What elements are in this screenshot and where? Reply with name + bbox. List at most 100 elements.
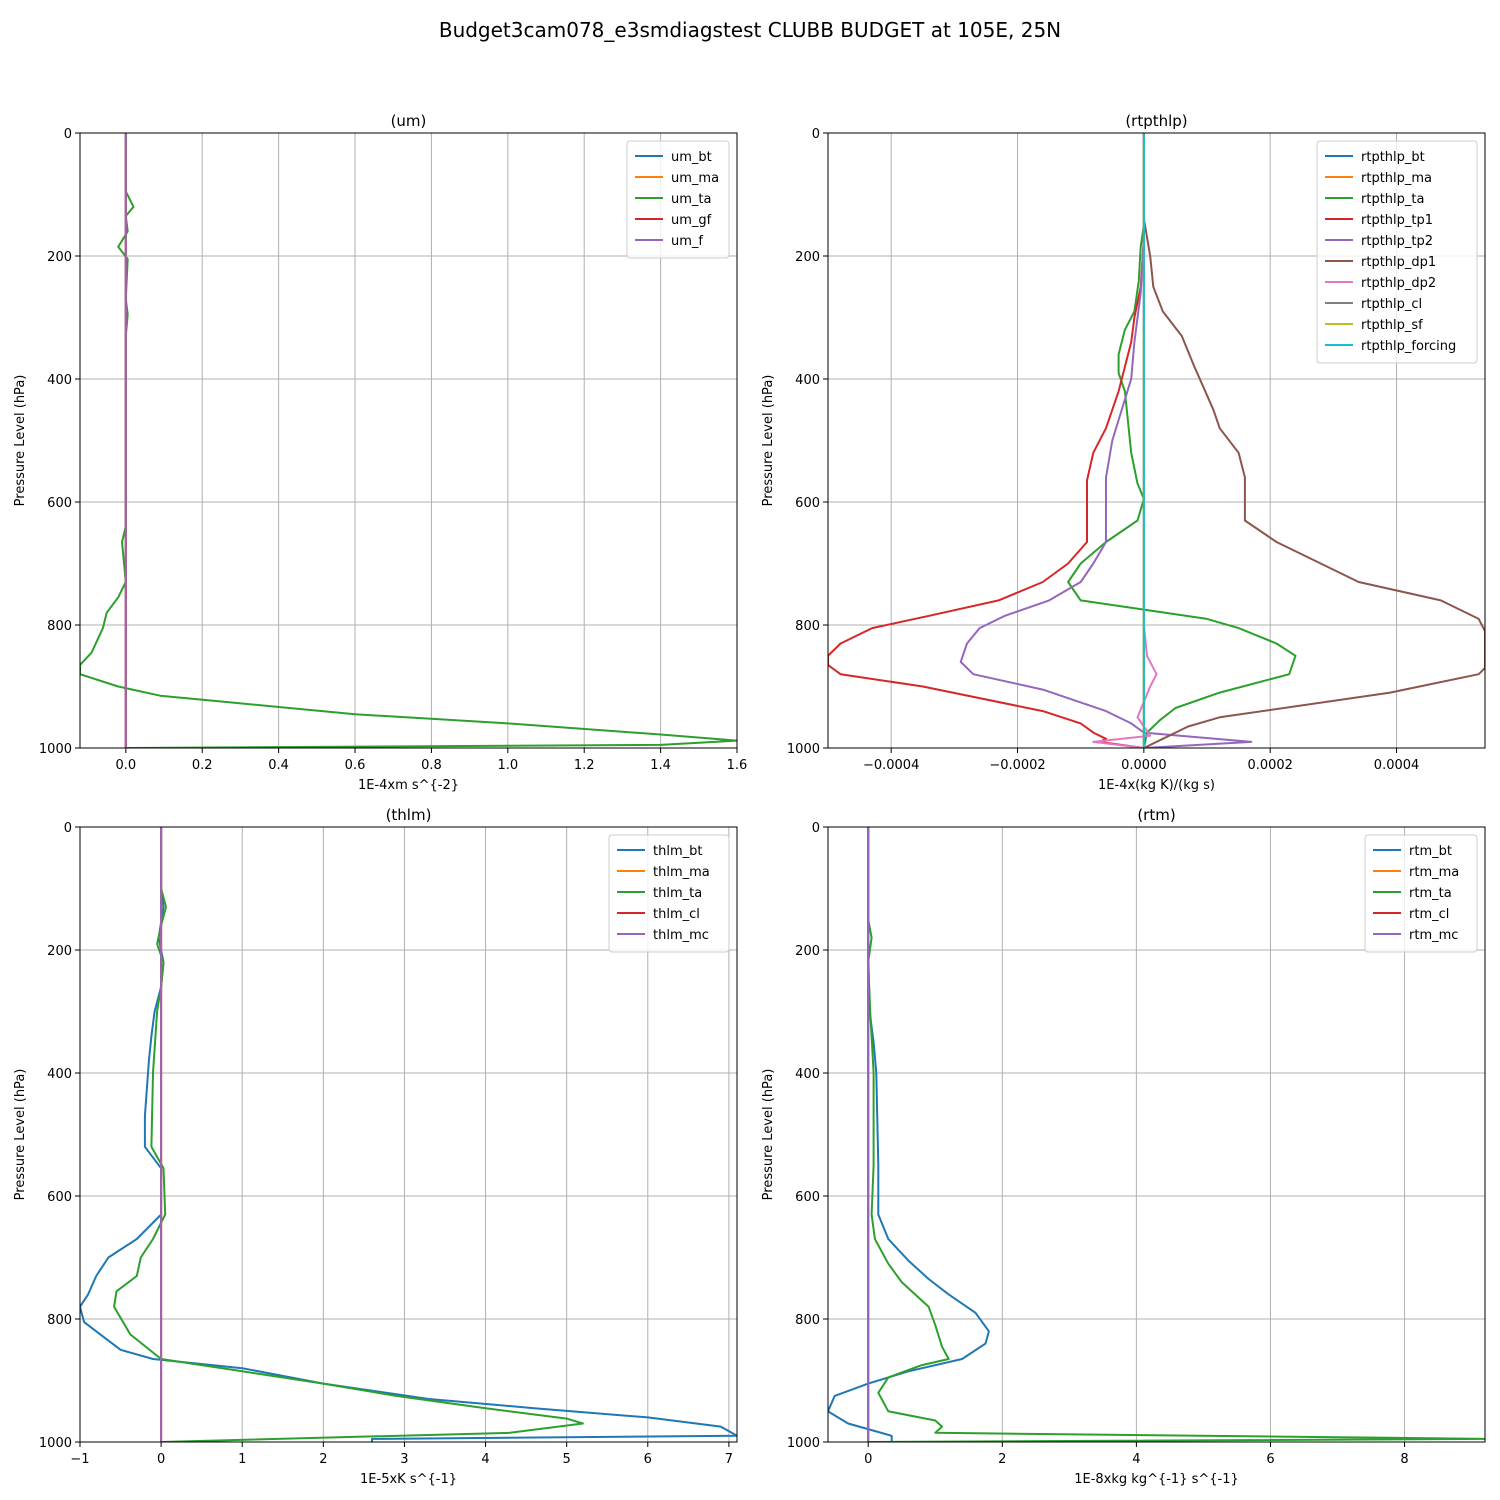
legend-label: rtpthlp_dp2 xyxy=(1361,276,1436,291)
x-tick-label: 0.0002 xyxy=(1247,758,1293,773)
legend-box xyxy=(608,834,730,953)
series-line-thlm_ta xyxy=(113,827,584,1442)
x-tick-label: 0.6 xyxy=(345,758,366,773)
y-tick-label: 0 xyxy=(64,821,72,836)
y-axis-label: Pressure Level (hPa) xyxy=(13,375,28,507)
y-tick-label: 400 xyxy=(795,1067,820,1082)
legend: um_bt um_ma um_ta um_gf um_f xyxy=(626,140,730,259)
subplot-rtpthlp: −0.0004 −0.0002 0.0000 0.0002 0.0004 0 200 400 6… xyxy=(761,112,1486,793)
y-tick-label: 400 xyxy=(795,373,820,388)
axes-frame xyxy=(79,132,738,749)
legend-label: rtpthlp_tp1 xyxy=(1361,213,1433,228)
y-tick-label: 0 xyxy=(812,821,820,836)
legend-label: rtpthlp_tp2 xyxy=(1361,234,1433,249)
legend-label: um_gf xyxy=(671,213,712,228)
x-tick-label: 2 xyxy=(998,1452,1006,1467)
x-tick-label: 1.0 xyxy=(497,758,518,773)
y-tick-label: 800 xyxy=(795,1313,820,1328)
legend-label: thlm_ta xyxy=(653,886,702,901)
x-tick-label: 0.0004 xyxy=(1374,758,1420,773)
y-tick-label: 600 xyxy=(795,496,820,511)
x-tick-label: 6 xyxy=(1266,1452,1274,1467)
x-tick-label: 4 xyxy=(481,1452,489,1467)
x-tick-label: 0.0 xyxy=(115,758,136,773)
y-tick-label: 200 xyxy=(47,250,72,265)
legend-label: rtpthlp_forcing xyxy=(1361,339,1456,354)
x-tick-label: 1.4 xyxy=(650,758,671,773)
y-tick-label: 1000 xyxy=(787,1436,820,1451)
x-tick-label: 6 xyxy=(644,1452,652,1467)
y-tick-label: 0 xyxy=(812,127,820,142)
subplot-thlm: −1 0 1 2 3 4 5 6 7 0 200 400 600 800 1000 (thlm) 1E-5xK … xyxy=(13,806,738,1487)
legend-label: rtm_mc xyxy=(1409,928,1458,943)
legend-label: um_f xyxy=(671,234,703,249)
x-tick-label: −0.0002 xyxy=(989,758,1045,773)
x-tick-label: 0 xyxy=(864,1452,872,1467)
figure-title: Budget3cam078_e3smdiagstest CLUBB BUDGET… xyxy=(439,18,1061,42)
y-axis-label: Pressure Level (hPa) xyxy=(13,1069,28,1201)
legend-label: thlm_mc xyxy=(653,928,709,943)
legend-label: rtpthlp_dp1 xyxy=(1361,255,1436,270)
y-tick-label: 1000 xyxy=(787,742,820,757)
x-tick-label: 0.2 xyxy=(192,758,213,773)
legend-box xyxy=(1316,140,1478,364)
legend-label: rtpthlp_bt xyxy=(1361,150,1425,165)
y-tick-label: 1000 xyxy=(39,742,72,757)
x-axis-label: 1E-8xkg kg^{-1} s^{-1} xyxy=(1074,1472,1239,1487)
series-line-rtpthlp_tp2 xyxy=(959,133,1253,748)
legend-label: rtm_cl xyxy=(1409,907,1449,922)
x-tick-label: 8 xyxy=(1400,1452,1408,1467)
subplot-title: (rtm) xyxy=(1137,806,1175,824)
x-tick-label: 3 xyxy=(400,1452,408,1467)
x-axis-label: 1E-4xm s^{-2} xyxy=(358,778,459,793)
y-tick-label: 800 xyxy=(47,1313,72,1328)
y-tick-label: 600 xyxy=(47,1190,72,1205)
x-tick-label: −1 xyxy=(70,1452,89,1467)
axes-frame xyxy=(79,826,738,1443)
x-axis-label: 1E-4x(kg K)/(kg s) xyxy=(1098,778,1215,793)
series-line-um_ta xyxy=(80,133,737,748)
y-tick-label: 800 xyxy=(795,619,820,634)
y-tick-label: 0 xyxy=(64,127,72,142)
subplot-title: (rtpthlp) xyxy=(1125,112,1187,130)
legend-label: rtm_ma xyxy=(1409,865,1459,880)
axes-frame xyxy=(827,826,1486,1443)
legend-box xyxy=(1364,834,1478,953)
x-tick-label: 5 xyxy=(563,1452,571,1467)
legend-label: thlm_cl xyxy=(653,907,700,922)
series-line-rtm_ta xyxy=(867,827,1485,1442)
x-tick-label: 1.2 xyxy=(574,758,595,773)
series-line-rtpthlp_tp1 xyxy=(828,133,1145,748)
legend-label: um_ta xyxy=(671,192,711,207)
y-tick-label: 800 xyxy=(47,619,72,634)
x-tick-label: 1.6 xyxy=(727,758,748,773)
y-tick-label: 200 xyxy=(795,250,820,265)
legend-label: thlm_ma xyxy=(653,865,710,880)
legend-label: rtm_ta xyxy=(1409,886,1452,901)
legend-label: thlm_bt xyxy=(653,844,702,859)
y-axis-label: Pressure Level (hPa) xyxy=(761,375,776,507)
y-tick-label: 1000 xyxy=(39,1436,72,1451)
subplot-um: 0.0 0.2 0.4 0.6 0.8 1.0 1.2 1.4 1.6 0 200 400 600 800… xyxy=(13,112,747,793)
axes-frame xyxy=(827,132,1486,749)
x-tick-label: 0.4 xyxy=(268,758,289,773)
legend-label: um_bt xyxy=(671,150,712,165)
legend-label: um_ma xyxy=(671,171,719,186)
series-line-rtpthlp_ta xyxy=(1067,133,1297,748)
x-axis-label: 1E-5xK s^{-1} xyxy=(360,1472,457,1487)
series-line-rtm_bt xyxy=(828,827,990,1442)
y-tick-label: 600 xyxy=(47,496,72,511)
y-tick-label: 400 xyxy=(47,1067,72,1082)
legend: rtm_bt rtm_ma rtm_ta rtm_cl rtm_mc xyxy=(1364,834,1478,953)
legend: rtpthlp_bt rtpthlp_ma rtpthlp_ta rtpthlp_tp… xyxy=(1316,140,1478,364)
subplot-rtm: 0 2 4 6 8 0 200 400 600 800 1000 (rtm) 1E-8xkg kg^{-… xyxy=(761,806,1486,1487)
legend: thlm_bt thlm_ma thlm_ta thlm_cl thlm_mc xyxy=(608,834,730,953)
subplot-title: (um) xyxy=(391,112,427,130)
y-axis-label: Pressure Level (hPa) xyxy=(761,1069,776,1201)
x-tick-label: −0.0004 xyxy=(863,758,919,773)
legend-label: rtm_bt xyxy=(1409,844,1452,859)
legend-label: rtpthlp_ma xyxy=(1361,171,1432,186)
legend-box xyxy=(626,140,730,259)
x-tick-label: 7 xyxy=(725,1452,733,1467)
